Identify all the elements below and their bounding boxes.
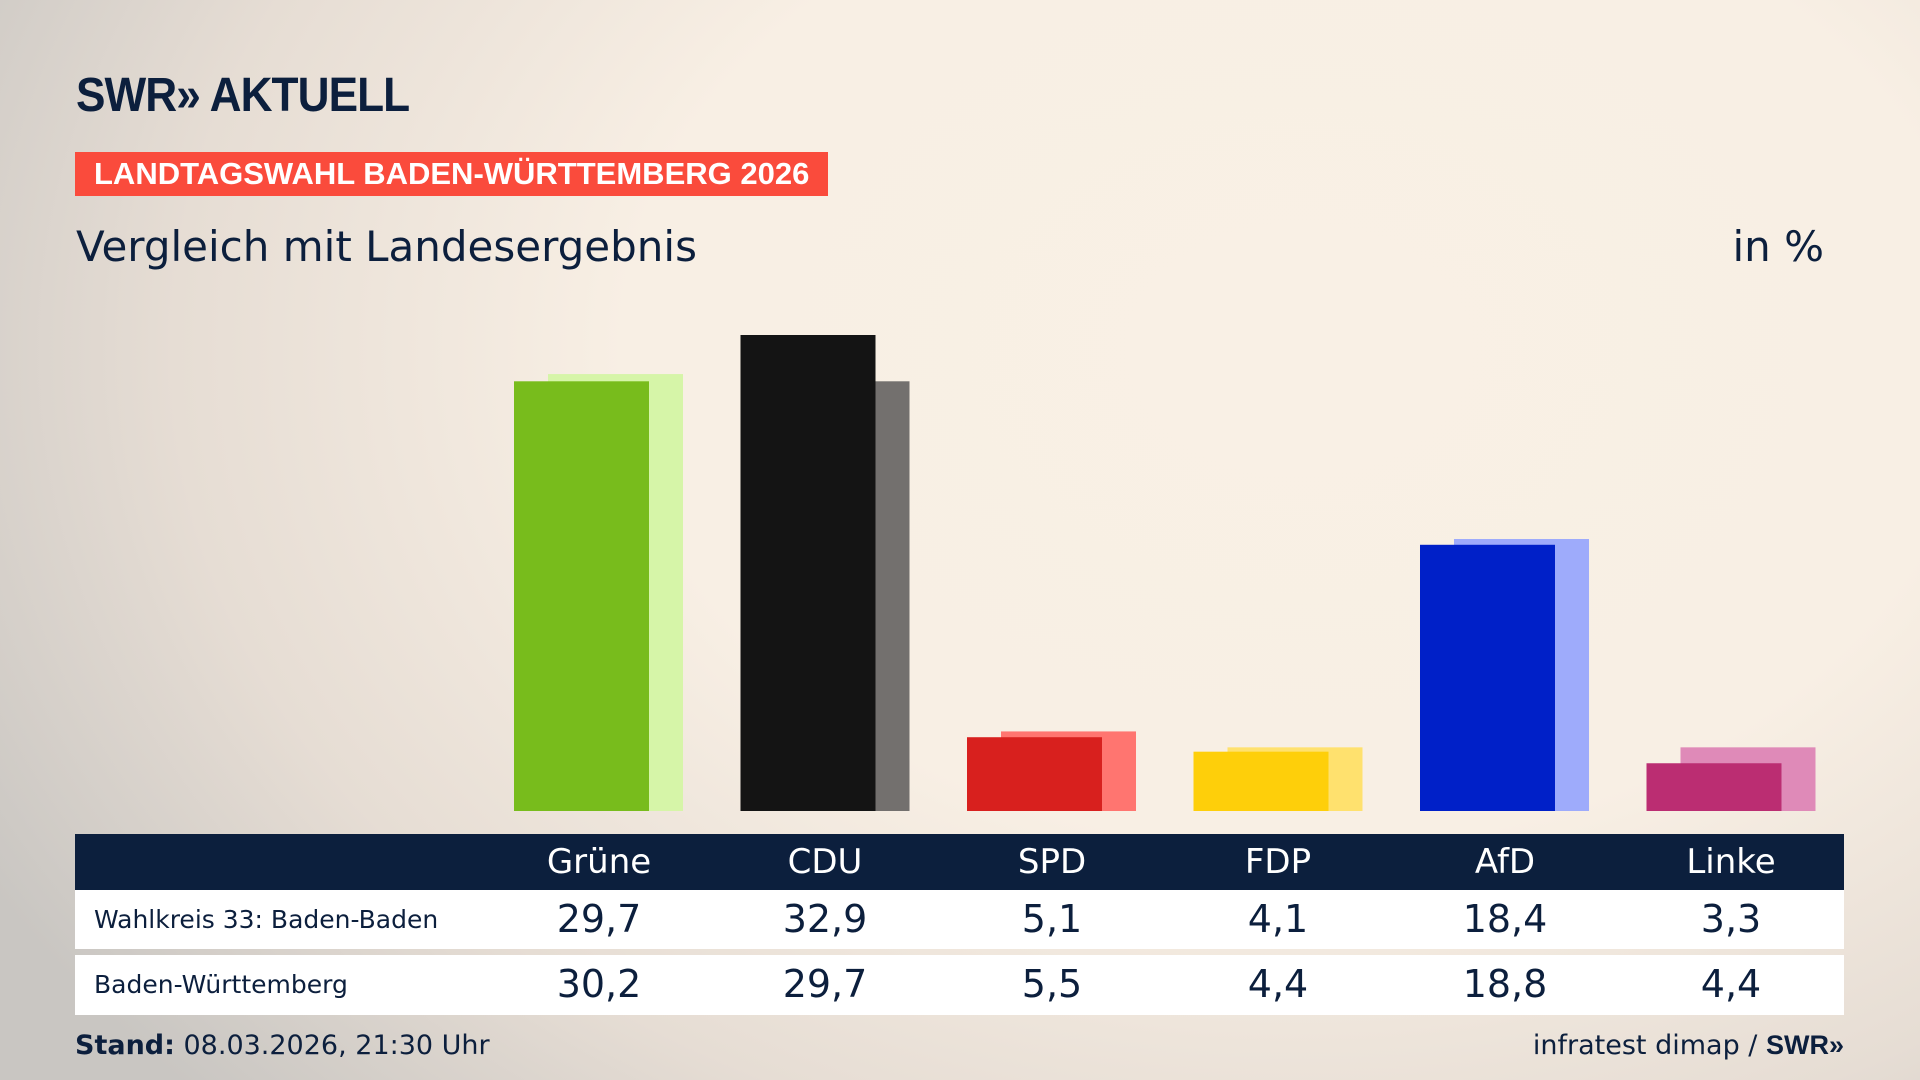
stand-value: 08.03.2026, 21:30 Uhr [174,1030,490,1061]
chart-subtitle: Vergleich mit Landesergebnis [76,222,697,271]
party-label: Grüne [546,842,652,882]
bar-wahlkreis-cdu [740,335,876,811]
row-label: Wahlkreis 33: Baden-Baden [94,905,439,934]
bar-wahlkreis-grüne [514,381,649,811]
bar-wahlkreis-linke [1646,763,1782,811]
table-row-wahlkreis: Wahlkreis 33: Baden-Baden 29,7 32,9 5,1 4,1… [75,890,1844,949]
swr-aktuell-logo: SWR» AKTUELL [76,69,410,122]
bar-chart [514,335,1816,811]
party-label: CDU [787,842,863,882]
source-text: infratest dimap / [1532,1030,1766,1061]
value-label: 32,9 [782,897,868,941]
bar-wahlkreis-spd [967,737,1102,811]
value-label: 30,2 [556,962,642,1006]
party-label: AfD [1474,842,1536,882]
stand-label: Stand: [75,1030,175,1061]
swr-logo: SWR» [1765,1030,1844,1060]
value-label: 29,7 [556,897,642,941]
unit-label: in % [1732,222,1824,271]
table-header: Grüne CDU SPD FDP AfD Linke [75,834,1844,890]
party-label: SPD [1017,842,1087,882]
value-label: 18,4 [1462,897,1548,941]
value-label: 4,1 [1247,897,1309,941]
value-label: 18,8 [1462,962,1548,1006]
party-label: Linke [1686,842,1776,882]
value-label: 5,5 [1021,962,1083,1006]
party-label: FDP [1244,842,1312,882]
bar-wahlkreis-afd [1420,544,1555,811]
table-row-land: Baden-Württemberg 30,2 29,7 5,5 4,4 18,8 4,4 [75,955,1844,1015]
value-label: 4,4 [1247,962,1309,1006]
election-banner: LANDTAGSWAHL BADEN-WÜRTTEMBERG 2026 [75,152,829,196]
timestamp: Stand: 08.03.2026, 21:30 Uhr [75,1030,490,1061]
value-label: 4,4 [1700,962,1762,1006]
source: infratest dimap / SWR» [1533,1030,1844,1061]
value-label: 29,7 [782,962,868,1006]
value-label: 3,3 [1700,897,1762,941]
value-label: 5,1 [1021,897,1083,941]
bar-wahlkreis-fdp [1193,751,1329,811]
row-label: Baden-Württemberg [94,970,348,999]
